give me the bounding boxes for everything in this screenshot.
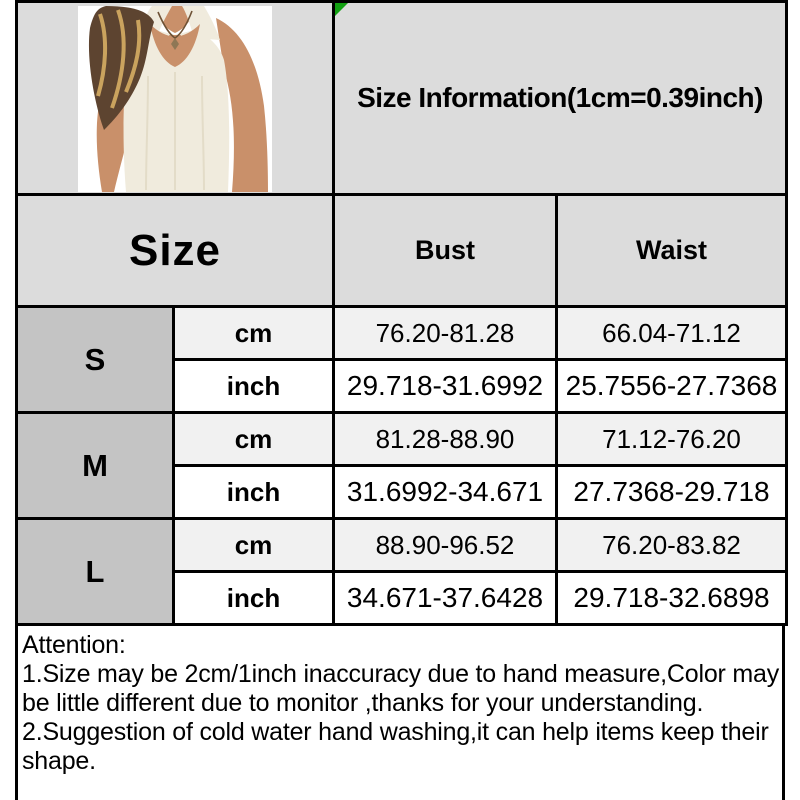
attention-line-3: 2.Suggestion of cold water hand washing,…: [22, 718, 769, 746]
l-bust-inch-value: 34.671-37.6428: [332, 570, 558, 626]
attention-line-4: shape.: [22, 747, 96, 775]
s-waist-inch-value: 25.7556-27.7368: [554, 358, 789, 414]
page-title: Size Information(1cm=0.39inch): [357, 82, 763, 113]
unit-label-cm: cm: [172, 305, 335, 361]
unit-label-cm: cm: [172, 517, 335, 573]
attention-note: Attention: 1.Size may be 2cm/1inch inacc…: [15, 626, 785, 800]
unit-label-inch: inch: [172, 570, 335, 626]
unit-label-inch: inch: [172, 358, 335, 414]
size-column-header: Size: [15, 193, 335, 308]
photo-title-row: Size Information(1cm=0.39inch): [15, 0, 789, 196]
s-bust-cm-value: 76.20-81.28: [332, 305, 558, 361]
m-bust-cm-value: 81.28-88.90: [332, 411, 558, 467]
attention-heading: Attention:: [22, 631, 126, 659]
table-row-l-cm: L cm 88.90-96.52 76.20-83.82: [15, 517, 789, 626]
hair-highlights: [96, 9, 142, 109]
unit-label-inch: inch: [172, 464, 335, 520]
bust-column-header: Bust: [332, 193, 558, 308]
l-bust-cm-value: 88.90-96.52: [332, 517, 558, 573]
unit-label-cm: cm: [172, 411, 335, 467]
size-cell-s: S: [15, 305, 175, 414]
attention-line-2: be little different due to monitor ,than…: [22, 689, 704, 717]
table-row-m-inch: inch 31.6992-34.671 27.7368-29.718: [17, 464, 789, 520]
size-cell-l: L: [15, 517, 175, 626]
attention-line-1: 1.Size may be 2cm/1inch inaccuracy due t…: [22, 660, 780, 688]
table-row-m-cm: M cm 81.28-88.90 71.12-76.20: [15, 411, 789, 520]
title-cell: Size Information(1cm=0.39inch): [331, 0, 789, 196]
m-waist-inch-value: 27.7368-29.718: [554, 464, 789, 520]
s-waist-cm-value: 66.04-71.12: [554, 305, 789, 361]
size-table: Size Information(1cm=0.39inch) Size Bust…: [15, 0, 789, 626]
necklace-pendant: [171, 38, 179, 50]
model-left-arm: [216, 18, 268, 192]
l-waist-cm-value: 76.20-83.82: [554, 517, 789, 573]
table-row-s-cm: S cm 76.20-81.28 66.04-71.12: [15, 305, 789, 414]
table-row-s-inch: inch 29.718-31.6992 25.7556-27.7368: [17, 358, 789, 414]
green-corner-marker-icon: [336, 4, 348, 16]
tank-rib-lines: [145, 72, 205, 191]
l-waist-inch-value: 29.718-32.6898: [554, 570, 789, 626]
size-cell-m: M: [15, 411, 175, 520]
m-waist-cm-value: 71.12-76.20: [554, 411, 789, 467]
tank-strap-right: [182, 6, 220, 40]
table-row-l-inch: inch 34.671-37.6428 29.718-32.6898: [17, 570, 789, 626]
m-bust-inch-value: 31.6992-34.671: [332, 464, 558, 520]
product-photo: [78, 6, 272, 192]
product-photo-cell: [15, 0, 335, 196]
waist-column-header: Waist: [554, 193, 789, 308]
s-bust-inch-value: 29.718-31.6992: [332, 358, 558, 414]
header-row: Size Bust Waist: [15, 193, 789, 308]
